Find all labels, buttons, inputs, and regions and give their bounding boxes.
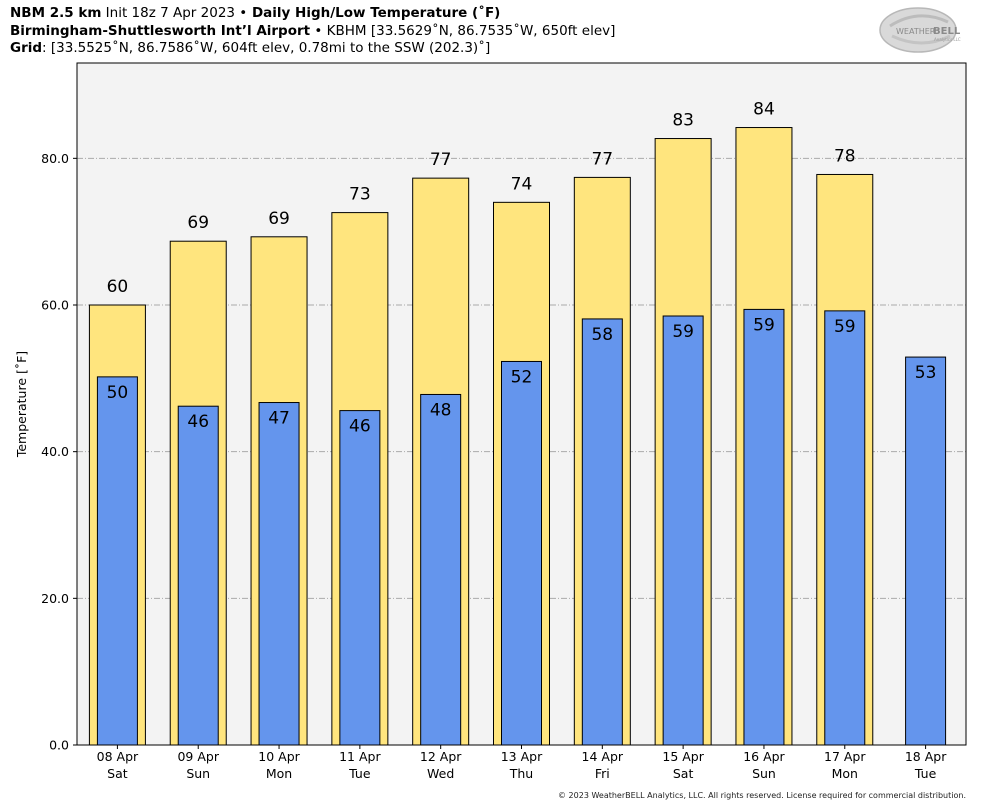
chart-title: Daily High/Low Temperature (˚F) [247,5,501,21]
low-temp-label: 59 [672,322,694,342]
logo-subtext: Analytics LLC [934,37,961,42]
high-temp-label: 73 [349,185,371,205]
chart-header: NBM 2.5 km Init 18z 7 Apr 2023 • Daily H… [10,5,615,58]
high-temp-label: 84 [753,100,775,120]
high-temp-label: 77 [591,149,613,169]
high-temp-label: 69 [268,209,290,229]
low-temp-bar [824,310,866,746]
high-temp-bar [816,173,874,746]
y-tick-label: 0.0 [49,738,69,753]
bullet-separator: • [239,5,248,21]
high-temp-label: 74 [511,174,533,194]
high-temp-bar [331,212,389,746]
axes: 0.0 20.0 40.0 60.0 80.0 08 Apr Sat 09 Apr Sun 10 … [41,151,947,781]
x-tick-label-day: Sun [752,766,776,781]
low-temp-label: 53 [915,363,937,383]
header-line-3: Grid: [33.5525˚N, 86.7586˚W, 604ft elev,… [10,40,615,58]
x-tick-label-day: Sat [673,766,694,781]
high-temp-label: 83 [672,111,694,131]
x-tick-label-date: 08 Apr [97,749,139,764]
x-tick-label-day: Mon [832,766,858,781]
x-tick-label-day: Sun [186,766,210,781]
low-temp-label: 50 [107,383,129,403]
x-tick-label-date: 13 Apr [501,749,543,764]
low-temp-bar [501,360,542,746]
low-temp-label: 59 [753,315,775,335]
low-temp-label: 48 [430,400,452,420]
x-tick-label-day: Tue [348,766,371,781]
gridlines [77,157,966,599]
low-temp-bar [258,402,300,746]
station-info: • KBHM [33.5629˚N, 86.7535˚W, 650ft elev… [310,22,616,39]
y-tick-label: 60.0 [41,298,69,313]
low-temp-bar [177,405,219,746]
high-temp-bar [654,138,712,746]
header-line-2: Birmingham-Shuttlesworth Int’l Airport •… [10,23,615,41]
y-tick-label: 20.0 [41,591,69,606]
x-tick-label-day: Fri [595,766,610,781]
high-temp-bar [412,177,470,746]
x-tick-label-day: Wed [427,766,454,781]
x-tick-label-date: 17 Apr [824,749,866,764]
x-tick-label-day: Tue [914,766,937,781]
low-temp-label: 46 [187,412,209,432]
x-tick-label-date: 10 Apr [258,749,300,764]
x-tick-label-day: Sat [107,766,128,781]
high-temp-bar [573,176,631,746]
plot-area [77,63,966,745]
plot-frame [76,62,967,746]
low-temp-bar [96,376,138,746]
data-labels: 60 50 69 46 69 47 73 46 77 48 74 52 77 58 83 59 84 59 78 59… [107,100,937,437]
x-tick-label-date: 12 Apr [420,749,462,764]
high-temp-label: 78 [834,146,856,166]
low-temp-bar [743,308,785,746]
high-temp-label: 69 [187,213,209,233]
low-temp-bar [662,315,704,746]
init-time: Init 18z 7 Apr 2023 [101,5,240,21]
x-tick-label-date: 16 Apr [743,749,785,764]
low-temp-label: 47 [268,409,290,429]
x-tick-label-day: Mon [266,766,292,781]
copyright-footer: © 2023 WeatherBELL Analytics, LLC. All r… [558,791,966,800]
low-temp-bar [905,356,947,746]
low-temp-label: 52 [511,367,533,387]
low-temp-bar [339,410,381,746]
low-temp-label: 59 [834,317,856,337]
x-tick-label-date: 15 Apr [662,749,704,764]
x-tick-label-date: 09 Apr [177,749,219,764]
x-tick-label-date: 14 Apr [582,749,624,764]
low-temp-bar [581,318,623,746]
model-name: NBM 2.5 km [10,5,102,21]
logo-text-bell: BELL [933,26,961,37]
bars [88,127,947,746]
station-name: Birmingham-Shuttlesworth Int’l Airport [10,22,311,39]
low-temp-bar [420,393,462,746]
high-temp-label: 77 [430,150,452,170]
low-temp-label: 58 [591,325,613,345]
x-tick-label-date: 18 Apr [905,749,947,764]
high-temp-bar [169,240,227,746]
x-tick-label-date: 11 Apr [339,749,381,764]
weatherbell-logo: WEATHER BELL Analytics LLC [879,7,961,53]
high-temp-bar [88,304,146,746]
high-temp-bar [735,127,793,746]
y-tick-label: 40.0 [41,444,69,459]
logo-text-weather: WEATHER [896,27,936,36]
grid-info: : [33.5525˚N, 86.7586˚W, 604ft elev, 0.7… [42,40,491,56]
header-line-1: NBM 2.5 km Init 18z 7 Apr 2023 • Daily H… [10,5,615,23]
high-temp-label: 60 [107,277,129,297]
high-temp-bar [250,236,308,746]
grid-label: Grid [10,40,43,56]
y-axis-label: Temperature [˚F] [14,351,29,458]
y-tick-label: 80.0 [41,151,69,166]
x-tick-label-day: Thu [509,766,533,781]
low-temp-label: 46 [349,417,371,437]
high-temp-bar [493,201,550,746]
